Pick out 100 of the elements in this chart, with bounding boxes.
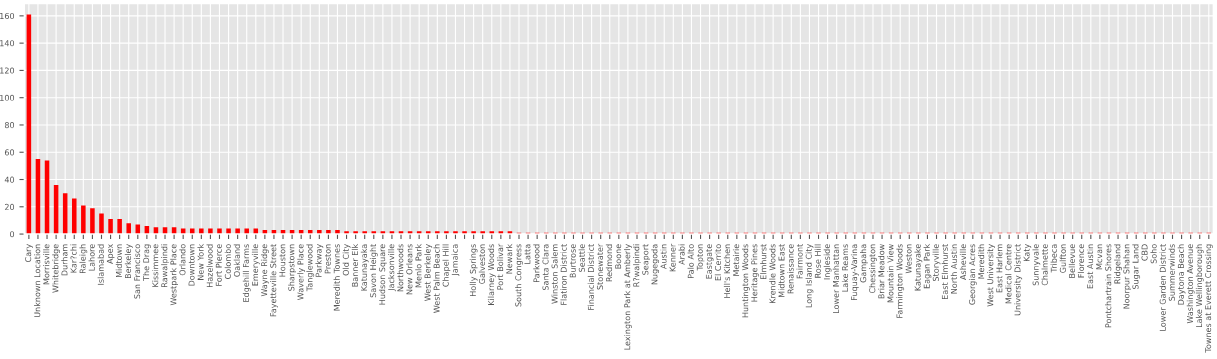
y-tick-label: 80 [4,122,15,129]
x-tick-label: Preston [324,244,331,274]
x-tick-label: Latta [524,244,531,264]
x-tick-label: Medical Centre [1005,244,1012,304]
x-tick-label: Daytona Beach [1177,244,1186,305]
x-tick-label: Pontchartrain Shores [1105,244,1112,328]
x-tick-label: West Berkeley [424,244,433,301]
x-tick-label: Burtrose [569,244,576,278]
x-tick-label: Sugar Land [1132,244,1141,290]
x-tick-label: Islamabad [97,244,104,285]
x-tick-label: Winston Salem [551,244,558,304]
x-tick-label: Summerwinds [1168,244,1175,301]
x-tick-label: Durham [61,244,68,276]
x-tick-label: Apex [106,244,115,264]
x-tick-label: Hazelwood [206,244,213,287]
x-tick-label: Old City [342,244,351,276]
x-tick-label: Soho [1150,244,1157,264]
x-tick-label: Unknown Location [34,244,41,318]
x-tick-label: Rawalpindi [161,244,169,287]
x-tick-label: CBD [1141,244,1148,261]
x-tick-label: Ingleside [823,244,832,280]
x-tick-label: Oakland [233,244,240,277]
x-tick-label: Galveston [478,244,486,284]
x-tick-label: East Harlem [996,244,1003,293]
y-tick-label: 60 [4,149,15,156]
x-tick-label: Katunayaka [360,244,369,291]
x-tick-label: Briar Meadow [878,244,885,299]
x-tick-label: Fuquay-Varina [850,244,859,300]
x-tick-label: Fort Pierce [215,244,222,286]
x-tick-label: Banner Elk [351,243,358,287]
x-tick-label: North Austin [950,244,958,294]
x-tick-label: Ridgeland [1114,244,1122,284]
x-tick-label: Palo Alto [687,244,694,278]
x-tick-label: Elmhurst [760,243,767,280]
x-tick-label: University District [1014,243,1023,316]
x-tick-label: Jamaica [451,244,460,276]
x-tick-label: Flatiron District [560,243,567,305]
x-tick-label: Heritage Pines [751,244,759,302]
x-tick-label: Newark [506,243,513,274]
x-tick-label: Tanglewood [306,244,315,292]
x-tick-label: Townes at Everett Crossing [1204,244,1213,353]
x-tick-label: Downtown [188,244,195,286]
x-tick-label: Meredith Townes [333,244,340,311]
x-tick-label: Topton [696,244,705,271]
x-tick-label: Noorpur Shahan [1123,244,1132,309]
x-tick-label: Lake Reams [841,244,849,292]
x-tick-label: Orlando [179,244,186,276]
y-tick-label: 100 [0,94,15,101]
x-tick-label: Georgian Acres [968,244,977,305]
x-tick-label: Tribeca [1050,244,1057,273]
x-tick-label: R?walpindi [633,244,641,287]
x-tick-label: Sunnyvale [1032,244,1041,286]
x-tick-label: Storyville [932,244,941,281]
x-tick-label: Mcvan [1096,244,1103,270]
x-tick-label: Lexington Park at Amberly [624,244,632,350]
x-tick-label: Austin [660,244,667,270]
x-tick-label: West University [987,244,995,307]
x-tick-label: Krendle Woods [769,244,776,303]
x-tick-label: Katunayake [914,244,923,291]
x-tick-label: Nugegoda [651,244,660,285]
x-tick-label: Midtown East [778,243,785,298]
x-tick-label: Fayetteville Street [270,243,278,317]
x-tick-label: Houston [279,244,286,277]
x-tick-label: Seattle [578,244,585,272]
x-tick-label: Kenner [669,243,676,272]
x-tick-label: Weston [905,244,912,274]
x-tick-label: Boone [615,244,622,269]
x-tick-label: Jacksonville [388,244,396,292]
x-tick-label: Long Island City [805,244,814,308]
x-tick-label: Wayne Ridge [260,244,269,297]
x-tick-label: Renaissance [787,244,794,294]
x-tick-label: Savon Height [369,243,378,298]
x-tick-label: Arabi [678,244,685,265]
x-tick-label: Asheville [959,244,967,280]
x-tick-label: Hudson Square [378,244,387,305]
x-tick-label: Waverly Place [297,244,306,300]
x-tick-label: Midtown [115,244,122,278]
x-tick-label: Stonewater [596,243,604,290]
x-tick-label: Sharpstown [288,244,296,291]
x-tick-label: The Drag [142,244,151,281]
y-tick-label: 0 [10,231,15,238]
x-tick-label: Rose Hill [814,244,821,278]
y-tick-label: 40 [4,176,15,183]
x-tick-label: El Cerrito [714,244,722,281]
x-tick-label: Farmington Woods [896,244,905,318]
x-tick-label: Kissimmee [152,244,159,287]
x-tick-label: Parkway [315,244,324,277]
x-tick-label: Kar?chi [70,244,77,273]
x-tick-label: Chalmette [1041,244,1048,286]
x-tick-label: Katy [1023,244,1032,261]
x-tick-label: Holly Springs [469,244,478,296]
x-tick-label: South Congress [515,244,523,307]
x-tick-label: Colombo [224,244,231,279]
x-tick-label: Meredith [978,244,985,279]
x-tick-label: Lake Wellingborough [1195,244,1204,328]
x-tick-label: Lower Manhattan [832,244,840,314]
x-tick-label: Huntington Woods [742,244,750,318]
x-tick-label: East Elmhurst [941,243,948,299]
x-tick-label: Morrisville [43,244,50,285]
y-tick-label: 120 [0,67,15,74]
